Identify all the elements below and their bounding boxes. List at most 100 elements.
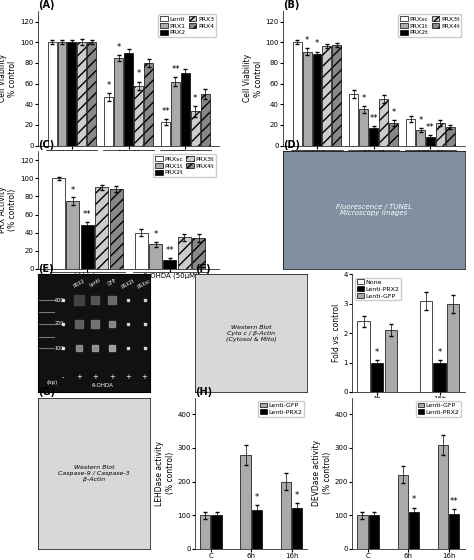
Bar	[191, 111, 200, 146]
Bar	[95, 188, 109, 269]
Bar	[416, 130, 425, 146]
Bar	[77, 42, 86, 146]
Text: **: **	[166, 246, 174, 255]
Bar	[240, 455, 251, 549]
Legend: Lenti-GFP, Lenti-PRX2: Lenti-GFP, Lenti-PRX2	[258, 401, 304, 417]
Text: *: *	[107, 81, 111, 90]
Y-axis label: DEVDase activity
(% control): DEVDase activity (% control)	[312, 440, 332, 506]
Bar	[281, 482, 291, 549]
Text: 600: 600	[55, 298, 64, 303]
Bar	[293, 42, 301, 146]
Text: +: +	[142, 374, 147, 380]
Bar	[449, 514, 459, 549]
Y-axis label: Fold vs. control: Fold vs. control	[332, 304, 341, 362]
Bar	[436, 123, 445, 146]
Text: *: *	[71, 185, 75, 195]
Text: *: *	[193, 94, 198, 103]
Bar	[178, 237, 191, 269]
Text: **: **	[370, 114, 378, 123]
Bar	[104, 97, 113, 146]
Bar	[332, 45, 341, 146]
Text: *: *	[255, 493, 259, 502]
Bar	[322, 46, 331, 146]
Legend: None, Lenti-PRX2, Lenti-GFP: None, Lenti-PRX2, Lenti-GFP	[356, 278, 401, 301]
Text: PRX2t: PRX2t	[120, 278, 136, 290]
Bar	[81, 225, 94, 269]
Text: (B): (B)	[283, 1, 300, 11]
Bar	[200, 515, 210, 549]
Bar	[47, 42, 56, 146]
Legend: PRXsc, PRX1t, PRX2t, PRX3t, PRX4t: PRXsc, PRX1t, PRX2t, PRX3t, PRX4t	[153, 155, 216, 178]
Bar	[66, 201, 80, 269]
Text: (F): (F)	[195, 264, 211, 274]
Bar	[124, 53, 133, 146]
Text: *: *	[117, 43, 121, 52]
Bar	[110, 189, 123, 269]
Legend: PRXsc, PRX1t, PRX2t, PRX3t, PRX4t: PRXsc, PRX1t, PRX2t, PRX3t, PRX4t	[398, 15, 461, 38]
Text: 6-OHDA: 6-OHDA	[113, 175, 144, 184]
Text: +: +	[92, 374, 98, 380]
Bar	[409, 512, 419, 549]
Text: Western Blot
Cyto c / β-Actin
(Cytosol & Mito): Western Blot Cyto c / β-Actin (Cytosol &…	[226, 325, 277, 342]
Text: *: *	[362, 94, 366, 103]
Bar	[357, 515, 367, 549]
Bar	[171, 82, 180, 146]
Bar	[292, 508, 302, 549]
Bar	[149, 244, 162, 269]
Bar	[312, 54, 321, 146]
Bar	[389, 123, 398, 146]
Bar	[211, 515, 222, 549]
Bar	[67, 42, 76, 146]
Text: (E): (E)	[38, 264, 54, 274]
Text: **: **	[161, 106, 170, 115]
Bar	[52, 178, 65, 269]
Y-axis label: Cell Viability
% control: Cell Viability % control	[0, 54, 18, 102]
Text: 100: 100	[55, 346, 64, 351]
Text: Fluorescence / TUNEL
Microscopy Images: Fluorescence / TUNEL Microscopy Images	[336, 203, 412, 217]
Text: *: *	[375, 348, 379, 357]
Legend: Lenti, PRX1, PRX2, PRX3, PRX4: Lenti, PRX1, PRX2, PRX3, PRX4	[158, 15, 216, 38]
Bar	[87, 42, 96, 146]
Text: *: *	[305, 36, 309, 45]
Bar	[369, 128, 378, 146]
Text: *: *	[419, 116, 423, 125]
Bar	[426, 137, 435, 146]
Text: 6-OHDA: 6-OHDA	[358, 175, 389, 184]
Text: 6-OHDA: 6-OHDA	[92, 384, 114, 389]
Bar	[359, 109, 368, 146]
Bar	[371, 363, 383, 392]
Text: *: *	[154, 230, 158, 239]
Text: 6-OHDA: 6-OHDA	[393, 410, 424, 419]
Text: (G): (G)	[38, 387, 55, 397]
Bar	[349, 94, 358, 146]
Text: Lenti: Lenti	[89, 278, 102, 288]
Legend: Lenti-GFP, Lenti-PRX2: Lenti-GFP, Lenti-PRX2	[416, 401, 461, 417]
Text: **: **	[83, 210, 91, 219]
Bar	[302, 52, 311, 146]
Text: *: *	[438, 348, 442, 357]
Bar	[161, 122, 170, 146]
Bar	[357, 321, 370, 392]
Text: (D): (D)	[283, 141, 300, 151]
Text: GFP: GFP	[107, 278, 117, 287]
Text: *: *	[295, 491, 299, 500]
Bar	[252, 510, 262, 549]
Text: +: +	[109, 374, 115, 380]
Bar	[114, 58, 123, 146]
Text: (H): (H)	[195, 387, 212, 397]
Text: **: **	[450, 497, 458, 506]
Bar	[369, 515, 379, 549]
Y-axis label: PRX Activity
(% control): PRX Activity (% control)	[0, 186, 18, 234]
Bar	[57, 42, 66, 146]
Bar	[181, 73, 190, 146]
Text: *: *	[137, 69, 141, 78]
Text: *: *	[392, 108, 396, 116]
Text: **: **	[426, 123, 435, 132]
Text: *: *	[412, 496, 416, 505]
Text: +: +	[76, 374, 82, 380]
Text: (C): (C)	[38, 141, 54, 151]
Text: (A): (A)	[38, 1, 55, 11]
Bar	[192, 238, 205, 269]
Bar	[379, 99, 388, 146]
Bar	[164, 260, 176, 269]
